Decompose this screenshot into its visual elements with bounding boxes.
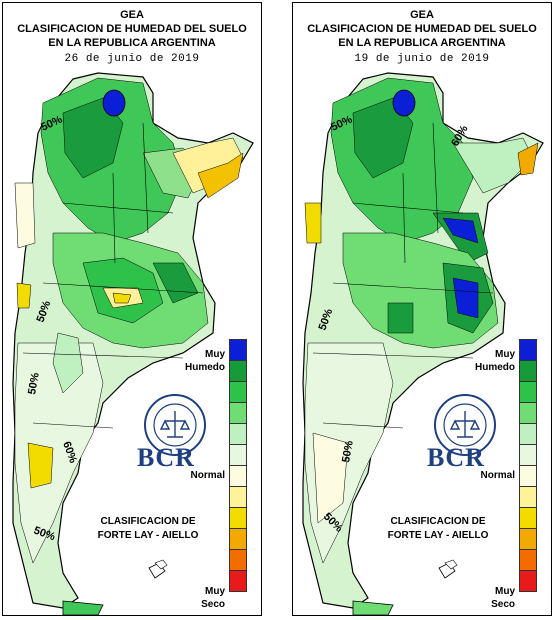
panel-june-19: 50% 50% 50% 50% 60% GEA CLASIFICACION DE… <box>292 2 552 616</box>
legend-label-muy-seco: Muy Seco <box>201 586 225 610</box>
map-subtitle: CLASIFICACION DE HUMEDAD DEL SUELO <box>17 23 247 35</box>
legend-swatch <box>519 570 537 592</box>
map-date: 19 de junio de 2019 <box>354 53 490 65</box>
soil-moisture-map: 50% 50% 50% 60% 50% <box>12 72 254 615</box>
legend-swatch <box>229 507 247 529</box>
legend-swatch <box>229 465 247 487</box>
legend-swatch <box>229 549 247 571</box>
map-title: GEA <box>410 9 434 21</box>
credit-line: CLASIFICACION DE FORTE LAY - AIELLO <box>387 516 489 541</box>
bcr-seal-logo <box>144 394 206 456</box>
legend-swatch <box>229 528 247 550</box>
legend-swatch <box>229 423 247 445</box>
contour-label: 50% <box>26 372 42 396</box>
legend-swatch <box>519 339 537 361</box>
contour-label: 50% <box>340 440 356 464</box>
legend-swatch <box>519 465 537 487</box>
bcr-seal-logo <box>434 394 496 456</box>
legend-label-normal: Normal <box>190 470 225 481</box>
map-subtitle: EN LA REPUBLICA ARGENTINA <box>48 37 216 49</box>
legend-swatch <box>519 360 537 382</box>
legend-color-bar <box>229 339 247 592</box>
bcr-logo-text: BCR <box>427 443 485 472</box>
soil-moisture-map: 50% 50% 50% 50% 60% <box>302 72 544 615</box>
legend-swatch <box>229 570 247 592</box>
legend-label-normal: Normal <box>480 470 515 481</box>
legend-label-muy-humedo: Muy Humedo <box>185 349 225 373</box>
legend-swatch <box>229 339 247 361</box>
legend-swatch <box>229 381 247 403</box>
legend-swatch <box>519 381 537 403</box>
map-title: GEA <box>120 9 144 21</box>
legend-swatch <box>519 486 537 508</box>
map-date: 26 de junio de 2019 <box>64 53 200 65</box>
map-subtitle: EN LA REPUBLICA ARGENTINA <box>338 37 506 49</box>
legend-swatch <box>229 444 247 466</box>
legend-swatch <box>519 507 537 529</box>
legend-swatch <box>229 402 247 424</box>
legend-color-bar <box>519 339 537 592</box>
legend-swatch <box>519 528 537 550</box>
legend-swatch <box>519 402 537 424</box>
legend-label-muy-humedo: Muy Humedo <box>475 349 515 373</box>
panel-june-26: 50% 50% 50% 60% 50% GEA CLASIFICACION DE… <box>2 2 262 616</box>
bcr-logo-text: BCR <box>137 443 195 472</box>
legend-swatch <box>519 423 537 445</box>
map-subtitle: CLASIFICACION DE HUMEDAD DEL SUELO <box>307 23 537 35</box>
legend-swatch <box>229 360 247 382</box>
legend-label-muy-seco: Muy Seco <box>491 586 515 610</box>
legend-swatch <box>519 549 537 571</box>
legend-swatch <box>519 444 537 466</box>
credit-line: CLASIFICACION DE FORTE LAY - AIELLO <box>97 516 199 541</box>
legend-swatch <box>229 486 247 508</box>
